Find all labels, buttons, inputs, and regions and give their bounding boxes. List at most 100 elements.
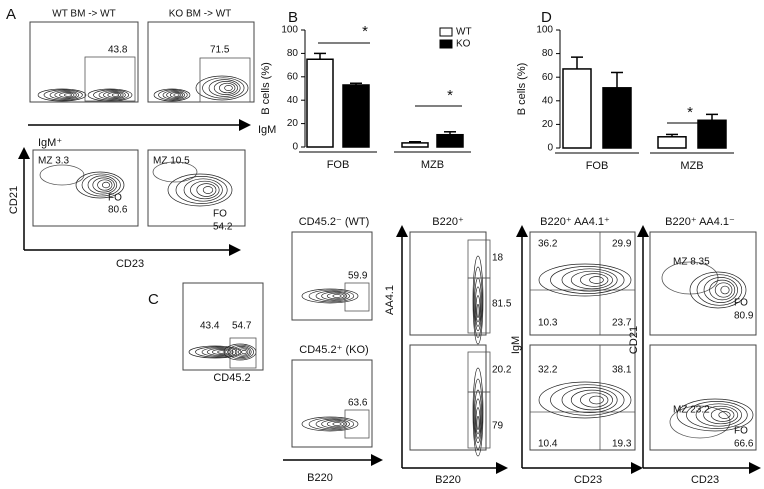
annotation: * — [687, 104, 693, 121]
gate-value: 80.9 — [734, 311, 754, 322]
gate-value: 54.2 — [213, 222, 233, 233]
legend-label: KO — [456, 39, 471, 50]
gate-label: FO — [213, 209, 227, 220]
y-axis-label: B cells (%) — [516, 63, 528, 116]
gate — [152, 161, 198, 183]
plot-title: KO BM -> WT — [169, 9, 232, 20]
plot-frame — [29, 21, 139, 103]
plot-title: CD45.2⁻ (WT) — [299, 216, 370, 228]
gate-value: 43.4 — [200, 321, 220, 332]
gate-label: IgM⁺ — [38, 137, 62, 149]
plot-title: B220⁺ AA4.1⁻ — [665, 216, 735, 228]
quadrant-value: 10.4 — [538, 439, 558, 450]
gate-label: FO — [734, 426, 748, 437]
plot-title: B220⁺ — [432, 216, 464, 228]
gate — [344, 282, 370, 312]
gate — [661, 261, 719, 295]
gate-value: 71.5 — [210, 45, 230, 56]
gate-label: FO — [734, 298, 748, 309]
axis-label: CD21 — [628, 326, 640, 354]
bar — [657, 136, 687, 149]
quadrant-value: 10.3 — [538, 318, 558, 329]
axis-label: CD23 — [116, 258, 144, 270]
quadrant-value: 29.9 — [612, 239, 632, 250]
quadrant-value: 19.3 — [612, 439, 632, 450]
annotation: * — [447, 87, 453, 104]
y-tick-label: 100 — [281, 25, 298, 36]
bar — [697, 119, 727, 149]
axis-label: CD23 — [691, 474, 719, 486]
gate — [199, 57, 251, 103]
y-tick-label: 0 — [547, 143, 553, 154]
plot-frame — [147, 149, 246, 227]
bar — [562, 68, 592, 149]
quadrant-value: 38.1 — [612, 365, 632, 376]
gate-value: MZ 23.2 — [673, 405, 710, 416]
x-tick-label: MZB — [680, 160, 703, 172]
gate — [467, 391, 491, 449]
y-tick-label: 20 — [542, 119, 554, 130]
axis-label: B220 — [307, 472, 333, 484]
legend-swatch — [439, 27, 453, 37]
gate-value: 63.6 — [348, 398, 368, 409]
y-tick-label: 60 — [287, 71, 299, 82]
y-tick-label: 40 — [542, 95, 554, 106]
gate — [344, 409, 370, 439]
x-tick-label: FOB — [586, 160, 609, 172]
gate-value: 54.7 — [232, 321, 252, 332]
gate-value: 43.8 — [108, 45, 128, 56]
plot-title: B220⁺ AA4.1⁺ — [540, 216, 610, 228]
axis-label: B220 — [435, 474, 461, 486]
plot-title: CD45.2⁺ (KO) — [299, 344, 368, 356]
gate-value: 18 — [492, 253, 504, 264]
axis-label: IgM — [258, 124, 276, 136]
gate-value: 66.6 — [734, 439, 754, 450]
axis-label: IgM — [510, 336, 522, 354]
legend-label: WT — [456, 27, 472, 38]
gate-value: 20.2 — [492, 365, 512, 376]
plot-frame — [32, 149, 139, 227]
gate-value: 81.5 — [492, 299, 512, 310]
bar — [342, 84, 370, 148]
axis-label: CD23 — [574, 474, 602, 486]
x-tick-label: MZB — [421, 159, 444, 171]
legend-swatch — [439, 39, 453, 49]
gate — [669, 405, 731, 439]
gate-value: MZ 8.35 — [673, 257, 710, 268]
gate-value: 79 — [492, 421, 504, 432]
gate — [84, 56, 136, 102]
panel-label: B — [288, 9, 298, 26]
gate-label: FO — [108, 193, 122, 204]
y-tick-label: 0 — [292, 142, 298, 153]
y-tick-label: 80 — [287, 48, 299, 59]
gate-value: MZ 3.3 — [38, 156, 70, 167]
plot-frame — [649, 344, 757, 451]
y-tick-label: 100 — [536, 25, 553, 36]
y-tick-label: 20 — [287, 118, 299, 129]
bar — [436, 133, 464, 148]
plot-frame — [649, 231, 757, 336]
gate-value: 80.6 — [108, 205, 128, 216]
axis-label: CD21 — [8, 186, 20, 214]
bar — [306, 58, 334, 148]
bar — [401, 142, 429, 148]
annotation: * — [362, 23, 368, 40]
bar — [602, 87, 632, 149]
panel-label: D — [541, 9, 552, 26]
plot-title: WT BM -> WT — [52, 9, 115, 20]
quadrant-value: 23.7 — [612, 318, 632, 329]
gate — [229, 337, 257, 369]
gate — [467, 277, 491, 334]
axis-label: CD45.2 — [213, 372, 250, 384]
y-tick-label: 80 — [542, 48, 554, 59]
contour — [223, 343, 257, 361]
gate-value: MZ 10.5 — [153, 156, 190, 167]
gate-value: 59.9 — [348, 271, 368, 282]
quadrant-value: 32.2 — [538, 365, 558, 376]
panel-label: A — [6, 6, 16, 23]
plot-frame — [529, 344, 636, 451]
x-tick-label: FOB — [327, 159, 350, 171]
